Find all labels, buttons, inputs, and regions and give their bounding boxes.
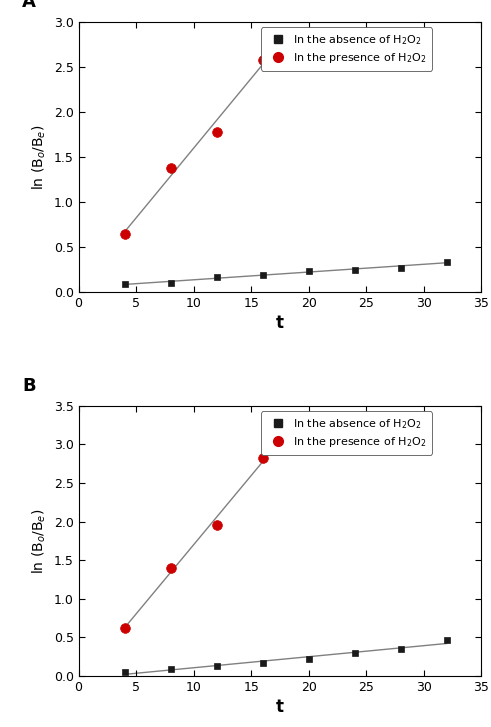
Text: B: B <box>22 377 36 395</box>
Y-axis label: ln (B$_o$/B$_e$): ln (B$_o$/B$_e$) <box>31 508 48 574</box>
Y-axis label: ln (B$_o$/B$_e$): ln (B$_o$/B$_e$) <box>31 124 48 190</box>
X-axis label: t: t <box>276 698 284 716</box>
X-axis label: t: t <box>276 314 284 332</box>
Legend: In the absence of H$_2$O$_2$, In the presence of H$_2$O$_2$: In the absence of H$_2$O$_2$, In the pre… <box>261 411 433 454</box>
Legend: In the absence of H$_2$O$_2$, In the presence of H$_2$O$_2$: In the absence of H$_2$O$_2$, In the pre… <box>261 28 433 71</box>
Text: A: A <box>22 0 36 11</box>
